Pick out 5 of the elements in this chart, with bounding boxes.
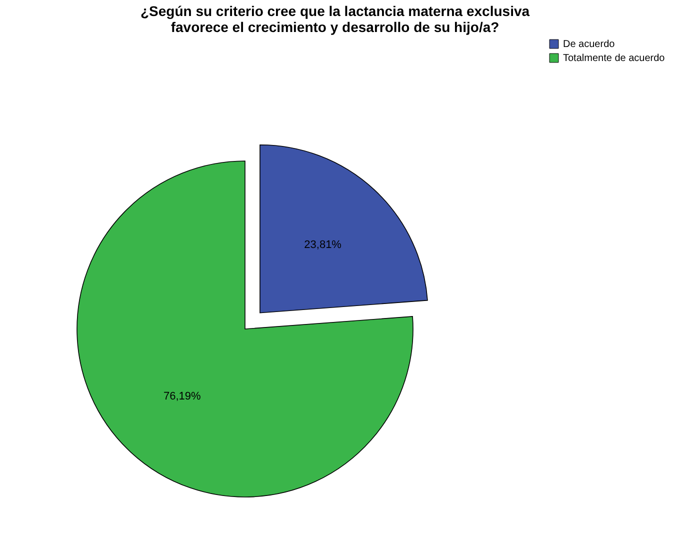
legend-label: Totalmente de acuerdo [563,53,666,64]
data-label: 76,19% [163,390,202,403]
data-label: 23,81% [304,239,342,252]
chart-title: ¿Según su criterio cree que la lactancia materna exclusiva favorece el crecimiento y desarrollo de su hijo/a? [140,3,530,35]
legend-label: De acuerdo [563,39,616,50]
